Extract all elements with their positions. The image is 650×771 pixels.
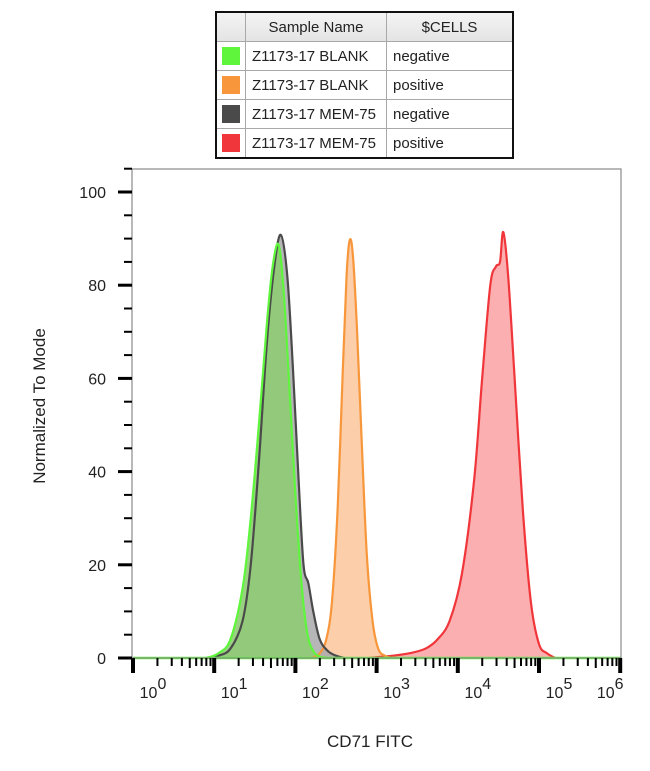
legend-header-sample-name: Sample Name bbox=[245, 11, 387, 42]
x-tick-label: 104 bbox=[464, 676, 491, 702]
series-fill-0 bbox=[206, 243, 328, 658]
legend-sample-name: Z1173-17 MEM-75 bbox=[245, 99, 387, 129]
legend-sample-name: Z1173-17 BLANK bbox=[245, 41, 387, 71]
y-tick-label: 100 bbox=[79, 185, 106, 202]
series-line-0 bbox=[205, 242, 329, 660]
x-tick-label: 106 bbox=[597, 676, 624, 702]
legend-table: Sample Name $CELLS Z1173-17 BLANK negati… bbox=[215, 11, 514, 159]
legend-swatch-green bbox=[222, 47, 240, 65]
series-fill-1 bbox=[311, 239, 392, 658]
legend-row: Z1173-17 MEM-75 negative bbox=[215, 99, 514, 129]
x-tick-label: 101 bbox=[221, 676, 248, 702]
legend-header-row: Sample Name $CELLS bbox=[215, 11, 514, 42]
series-line-1 bbox=[311, 238, 392, 660]
legend-sample-name: Z1173-17 MEM-75 bbox=[245, 128, 387, 159]
y-tick-label: 0 bbox=[97, 651, 106, 668]
y-tick-label: 80 bbox=[88, 278, 106, 295]
x-axis-label: CD71 FITC bbox=[327, 732, 413, 751]
legend-cells: positive bbox=[386, 128, 514, 159]
series-line-2 bbox=[205, 233, 345, 660]
series-fill-3 bbox=[368, 231, 556, 658]
legend-sample-name: Z1173-17 BLANK bbox=[245, 70, 387, 100]
y-axis: 0 20 40 60 80 100 bbox=[79, 167, 132, 668]
legend-row: Z1173-17 BLANK positive bbox=[215, 70, 514, 100]
y-tick-label: 60 bbox=[88, 371, 106, 388]
y-axis-label: Normalized To Mode bbox=[30, 328, 49, 484]
legend-cells: negative bbox=[386, 99, 514, 129]
histogram-series bbox=[133, 230, 621, 660]
legend-row: Z1173-17 MEM-75 positive bbox=[215, 128, 514, 159]
plot-frame bbox=[131, 168, 622, 659]
legend-swatch-gray bbox=[222, 105, 240, 123]
series-line-3 bbox=[368, 230, 556, 660]
x-tick-label: 103 bbox=[383, 676, 410, 702]
y-tick-label: 40 bbox=[88, 465, 106, 482]
x-axis: 100 101 102 103 104 105 106 bbox=[131, 658, 624, 702]
legend-row: Z1173-17 BLANK negative bbox=[215, 41, 514, 71]
legend-header-swatch bbox=[215, 11, 246, 42]
legend-cells: negative bbox=[386, 41, 514, 71]
x-tick-label: 102 bbox=[302, 676, 329, 702]
legend-swatch-red bbox=[222, 134, 240, 152]
x-tick-label: 100 bbox=[140, 676, 167, 702]
legend-swatch-orange bbox=[222, 76, 240, 94]
x-tick-label: 105 bbox=[546, 676, 573, 702]
y-tick-label: 20 bbox=[88, 558, 106, 575]
